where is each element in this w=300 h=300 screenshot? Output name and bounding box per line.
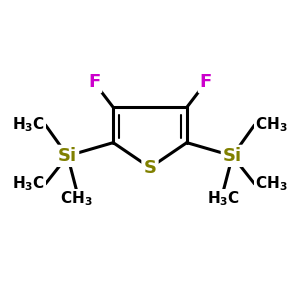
Text: $\mathregular{H_3C}$: $\mathregular{H_3C}$: [13, 175, 46, 193]
Text: Si: Si: [58, 147, 77, 165]
Text: F: F: [88, 73, 100, 91]
Text: $\mathregular{CH_3}$: $\mathregular{CH_3}$: [254, 116, 287, 134]
Text: S: S: [143, 159, 157, 177]
Text: $\mathregular{H_3C}$: $\mathregular{H_3C}$: [207, 190, 240, 208]
Text: $\mathregular{CH_3}$: $\mathregular{CH_3}$: [254, 175, 287, 193]
Text: Si: Si: [223, 147, 242, 165]
Text: $\mathregular{CH_3}$: $\mathregular{CH_3}$: [60, 190, 93, 208]
Text: F: F: [200, 73, 212, 91]
Text: $\mathregular{H_3C}$: $\mathregular{H_3C}$: [13, 116, 46, 134]
